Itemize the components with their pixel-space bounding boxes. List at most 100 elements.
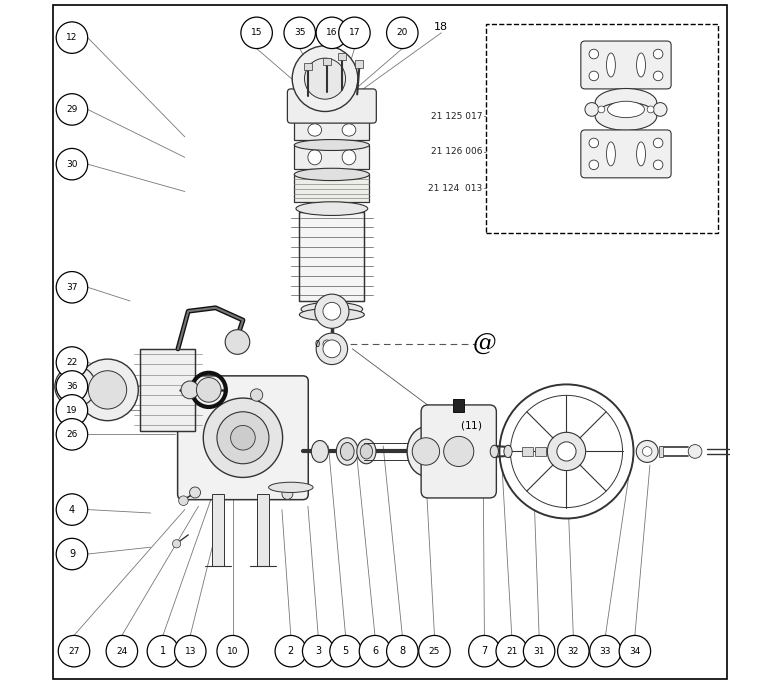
Circle shape [323,340,341,358]
Text: 26: 26 [66,430,78,439]
Circle shape [558,635,589,667]
Ellipse shape [342,124,356,136]
Ellipse shape [504,445,512,458]
Circle shape [590,635,621,667]
Circle shape [197,378,221,402]
Circle shape [56,94,87,125]
Circle shape [636,440,658,462]
Text: 20: 20 [396,28,408,38]
Text: 37: 37 [66,282,78,292]
Text: $\mathsf{(11)}$: $\mathsf{(11)}$ [460,419,483,432]
Text: 13: 13 [185,646,196,656]
Ellipse shape [300,308,364,321]
Ellipse shape [308,150,321,165]
Circle shape [231,425,255,450]
Text: 21 124  013: 21 124 013 [428,183,482,193]
Bar [294,145,370,169]
Bar [338,53,346,60]
Circle shape [316,333,348,365]
Circle shape [387,17,418,49]
Circle shape [688,445,702,458]
Ellipse shape [607,53,615,77]
Circle shape [548,432,586,471]
Circle shape [523,635,555,667]
Bar [535,447,546,456]
Text: 29: 29 [66,105,78,114]
Bar [140,349,195,431]
Bar [212,494,225,566]
Circle shape [387,635,418,667]
Circle shape [647,106,654,113]
Circle shape [598,106,604,113]
Text: 1: 1 [160,646,166,656]
FancyBboxPatch shape [421,405,496,498]
Circle shape [175,635,206,667]
Text: 9: 9 [69,549,75,559]
Bar [522,447,533,456]
Text: 3: 3 [315,646,321,656]
Circle shape [330,635,361,667]
Circle shape [323,340,331,348]
Ellipse shape [342,150,356,165]
Circle shape [217,412,269,464]
Circle shape [412,438,440,465]
Ellipse shape [356,439,376,464]
Text: 2: 2 [288,646,294,656]
Ellipse shape [407,427,445,476]
Bar [355,60,363,68]
Bar [300,212,364,301]
Ellipse shape [311,440,328,462]
Circle shape [654,71,663,81]
Circle shape [303,635,334,667]
Ellipse shape [268,482,313,492]
Circle shape [419,635,450,667]
Text: 12: 12 [66,33,78,42]
Circle shape [181,381,199,399]
Circle shape [56,371,87,402]
Circle shape [106,635,137,667]
Circle shape [619,635,651,667]
Text: 8: 8 [399,646,406,656]
Circle shape [323,302,341,320]
Ellipse shape [595,102,657,131]
Text: 21 126 006: 21 126 006 [431,147,482,157]
Circle shape [56,347,87,378]
Circle shape [56,494,87,525]
Bar [304,63,312,70]
Circle shape [190,487,200,498]
Text: 19: 19 [66,406,78,415]
Circle shape [55,366,96,407]
Circle shape [325,337,339,351]
Circle shape [284,17,315,49]
Circle shape [172,540,181,548]
FancyBboxPatch shape [287,89,376,123]
Circle shape [56,272,87,303]
Circle shape [76,359,138,421]
Circle shape [217,635,248,667]
Ellipse shape [294,168,370,181]
Circle shape [643,447,652,456]
Circle shape [88,371,126,409]
Text: 15: 15 [251,28,262,38]
Text: @: @ [473,332,496,356]
Bar [257,494,269,566]
Bar [660,446,663,457]
Text: 21: 21 [506,646,517,656]
Text: 22: 22 [66,358,77,367]
Bar [323,58,331,65]
Bar [140,349,195,431]
Circle shape [292,46,358,111]
Circle shape [654,138,663,148]
Circle shape [58,635,90,667]
Text: 35: 35 [294,28,306,38]
Text: 34: 34 [629,646,640,656]
Circle shape [56,538,87,570]
Bar [300,212,364,301]
Circle shape [589,138,598,148]
Ellipse shape [636,53,646,77]
Ellipse shape [636,142,646,166]
FancyBboxPatch shape [178,376,308,499]
Circle shape [585,103,598,116]
Circle shape [56,395,87,426]
Text: 5: 5 [342,646,349,656]
